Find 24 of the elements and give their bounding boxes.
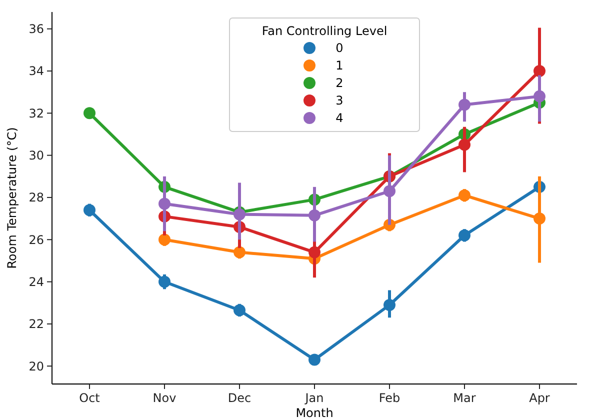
- y-tick-label: 28: [28, 190, 44, 205]
- x-tick-label: Nov: [152, 391, 176, 405]
- x-tick-label: Oct: [79, 391, 100, 405]
- legend-label: 4: [336, 111, 344, 126]
- legend-label: 0: [336, 41, 344, 56]
- legend-label: 1: [336, 58, 344, 73]
- y-tick-label: 26: [28, 232, 44, 247]
- y-tick-label: 20: [28, 359, 44, 374]
- x-tick-label: Apr: [529, 391, 550, 405]
- y-tick-label: 22: [28, 317, 44, 332]
- y-axis-title: Room Temperature (°C): [5, 127, 19, 269]
- x-tick-label: Mar: [453, 391, 476, 405]
- y-tick-label: 36: [28, 22, 44, 36]
- y-tick-label: 30: [28, 148, 44, 163]
- x-tick-label: Dec: [228, 391, 252, 405]
- x-tick-label: Jan: [304, 391, 324, 405]
- legend-label: 2: [336, 76, 344, 90]
- legend-title: Fan Controlling Level: [262, 24, 388, 38]
- y-tick-label: 32: [28, 106, 44, 120]
- y-tick-label: 24: [28, 274, 44, 289]
- x-axis-title: Month: [296, 406, 334, 420]
- legend-label: 3: [336, 94, 344, 108]
- x-tick-label: Feb: [378, 391, 400, 405]
- y-tick-label: 34: [28, 64, 44, 78]
